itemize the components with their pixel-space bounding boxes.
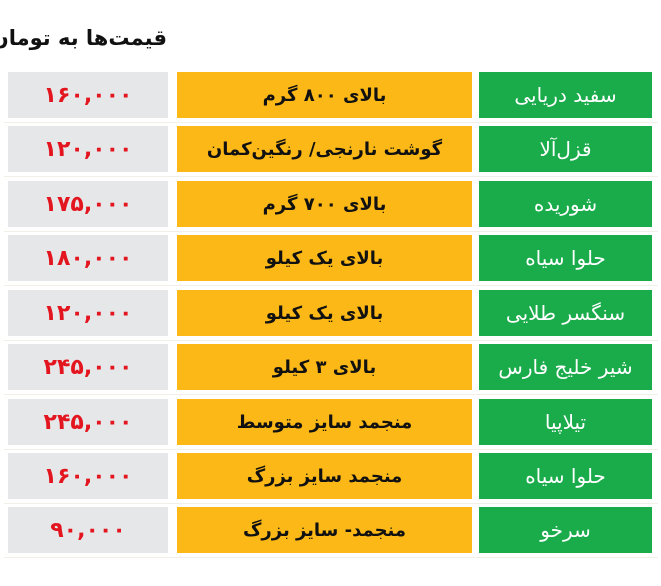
page-title: قیمت‌ها به تومان [0,26,167,50]
price-cell: ۱۸۰,۰۰۰ [8,235,168,281]
table-row: ۲۴۵,۰۰۰ منجمد سایز متوسط تیلاپیا [8,399,652,445]
table-row: ۱۸۰,۰۰۰ بالای یک کیلو حلوا سیاه [8,235,652,281]
row-divider [4,557,658,558]
row-divider [4,176,658,177]
fish-name-cell: سرخو [479,507,652,553]
price-cell: ۱۶۰,۰۰۰ [8,72,168,118]
row-divider [4,122,658,123]
fish-name-cell: شوریده [479,181,652,227]
fish-name-cell: قزل‌آلا [479,126,652,172]
price-cell: ۲۴۵,۰۰۰ [8,344,168,390]
description-cell: بالای ۷۰۰ گرم [177,181,472,227]
fish-name-cell: تیلاپیا [479,399,652,445]
description-cell: بالای یک کیلو [177,290,472,336]
table-row: ۱۲۰,۰۰۰ بالای یک کیلو سنگسر طلایی [8,290,652,336]
price-cell: ۱۷۵,۰۰۰ [8,181,168,227]
table-row: ۹۰,۰۰۰ منجمد- سایز بزرگ سرخو [8,507,652,553]
table-row: ۱۲۰,۰۰۰ گوشت نارنجی/ رنگین‌کمان قزل‌آلا [8,126,652,172]
description-cell: منجمد سایز متوسط [177,399,472,445]
price-cell: ۹۰,۰۰۰ [8,507,168,553]
description-cell: بالای ۸۰۰ گرم [177,72,472,118]
price-cell: ۱۲۰,۰۰۰ [8,290,168,336]
table-row: ۲۴۵,۰۰۰ بالای ۳ کیلو شیر خلیج فارس [8,344,652,390]
fish-name-cell: حلوا سیاه [479,235,652,281]
description-cell: گوشت نارنجی/ رنگین‌کمان [177,126,472,172]
row-divider [4,394,658,395]
table-row: ۱۶۰,۰۰۰ منجمد سایز بزرگ حلوا سیاه [8,453,652,499]
price-cell: ۲۴۵,۰۰۰ [8,399,168,445]
table-row: ۱۶۰,۰۰۰ بالای ۸۰۰ گرم سفید دریایی [8,72,652,118]
fish-name-cell: سفید دریایی [479,72,652,118]
description-cell: منجمد- سایز بزرگ [177,507,472,553]
fish-name-cell: سنگسر طلایی [479,290,652,336]
description-cell: بالای ۳ کیلو [177,344,472,390]
table-row: ۱۷۵,۰۰۰ بالای ۷۰۰ گرم شوریده [8,181,652,227]
price-cell: ۱۶۰,۰۰۰ [8,453,168,499]
price-cell: ۱۲۰,۰۰۰ [8,126,168,172]
row-divider [4,340,658,341]
row-divider [4,449,658,450]
row-divider [4,503,658,504]
row-divider [4,285,658,286]
row-divider [4,231,658,232]
fish-name-cell: حلوا سیاه [479,453,652,499]
description-cell: منجمد سایز بزرگ [177,453,472,499]
description-cell: بالای یک کیلو [177,235,472,281]
fish-name-cell: شیر خلیج فارس [479,344,652,390]
